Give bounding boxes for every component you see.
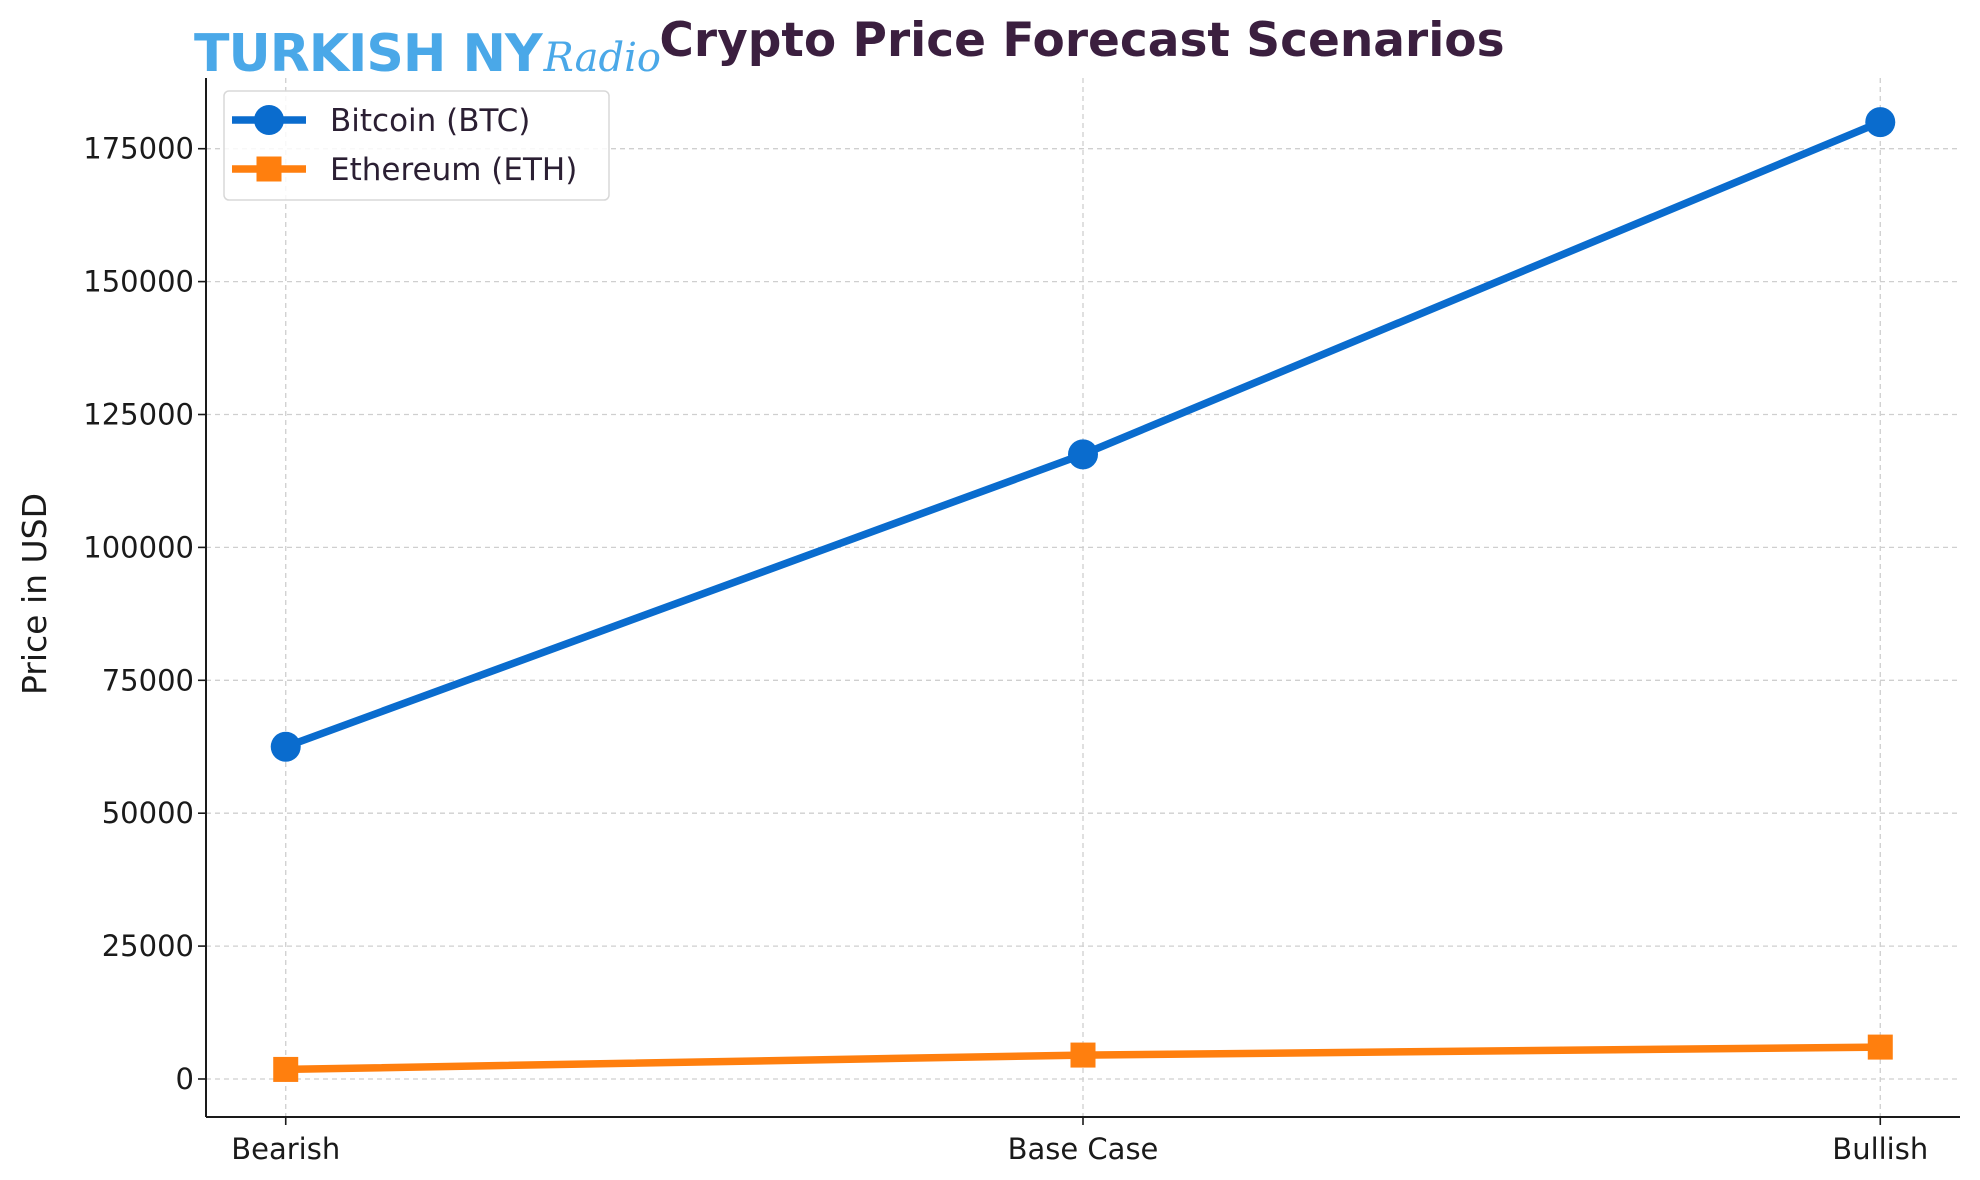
y-tick-label: 75000 [102,663,194,697]
data-point-1-2 [1867,1034,1893,1060]
y-tick-label: 175000 [83,132,194,166]
data-point-1-0 [273,1056,299,1082]
chart-title: Crypto Price Forecast Scenarios [659,13,1504,68]
legend-label-0: Bitcoin (BTC) [330,103,530,139]
y-tick-label: 0 [176,1062,194,1096]
legend-marker-0 [254,105,284,135]
y-tick-label: 125000 [83,397,194,431]
data-point-0-2 [1865,107,1896,138]
y-tick-label: 100000 [83,530,194,564]
x-tick-label: Base Case [1008,1132,1159,1166]
legend-marker-1 [256,156,282,182]
legend-box [223,90,610,201]
legend-label-1: Ethereum (ETH) [330,152,577,188]
y-tick-label: 150000 [83,265,194,299]
x-tick-label: Bearish [231,1132,340,1166]
data-point-1-1 [1070,1042,1096,1068]
y-tick-label: 50000 [102,796,194,830]
logo-main: TURKISH NY [194,24,543,84]
legend: Bitcoin (BTC) Ethereum (ETH) [223,90,610,201]
y-axis-label: Price in USD [15,493,54,695]
watermark-logo: TURKISH NYRadio [194,24,661,84]
data-point-0-0 [270,731,301,762]
y-tick-label: 25000 [102,929,194,963]
logo-script: Radio [543,35,662,81]
x-tick-label: Bullish [1832,1132,1928,1166]
data-point-0-1 [1068,439,1098,470]
